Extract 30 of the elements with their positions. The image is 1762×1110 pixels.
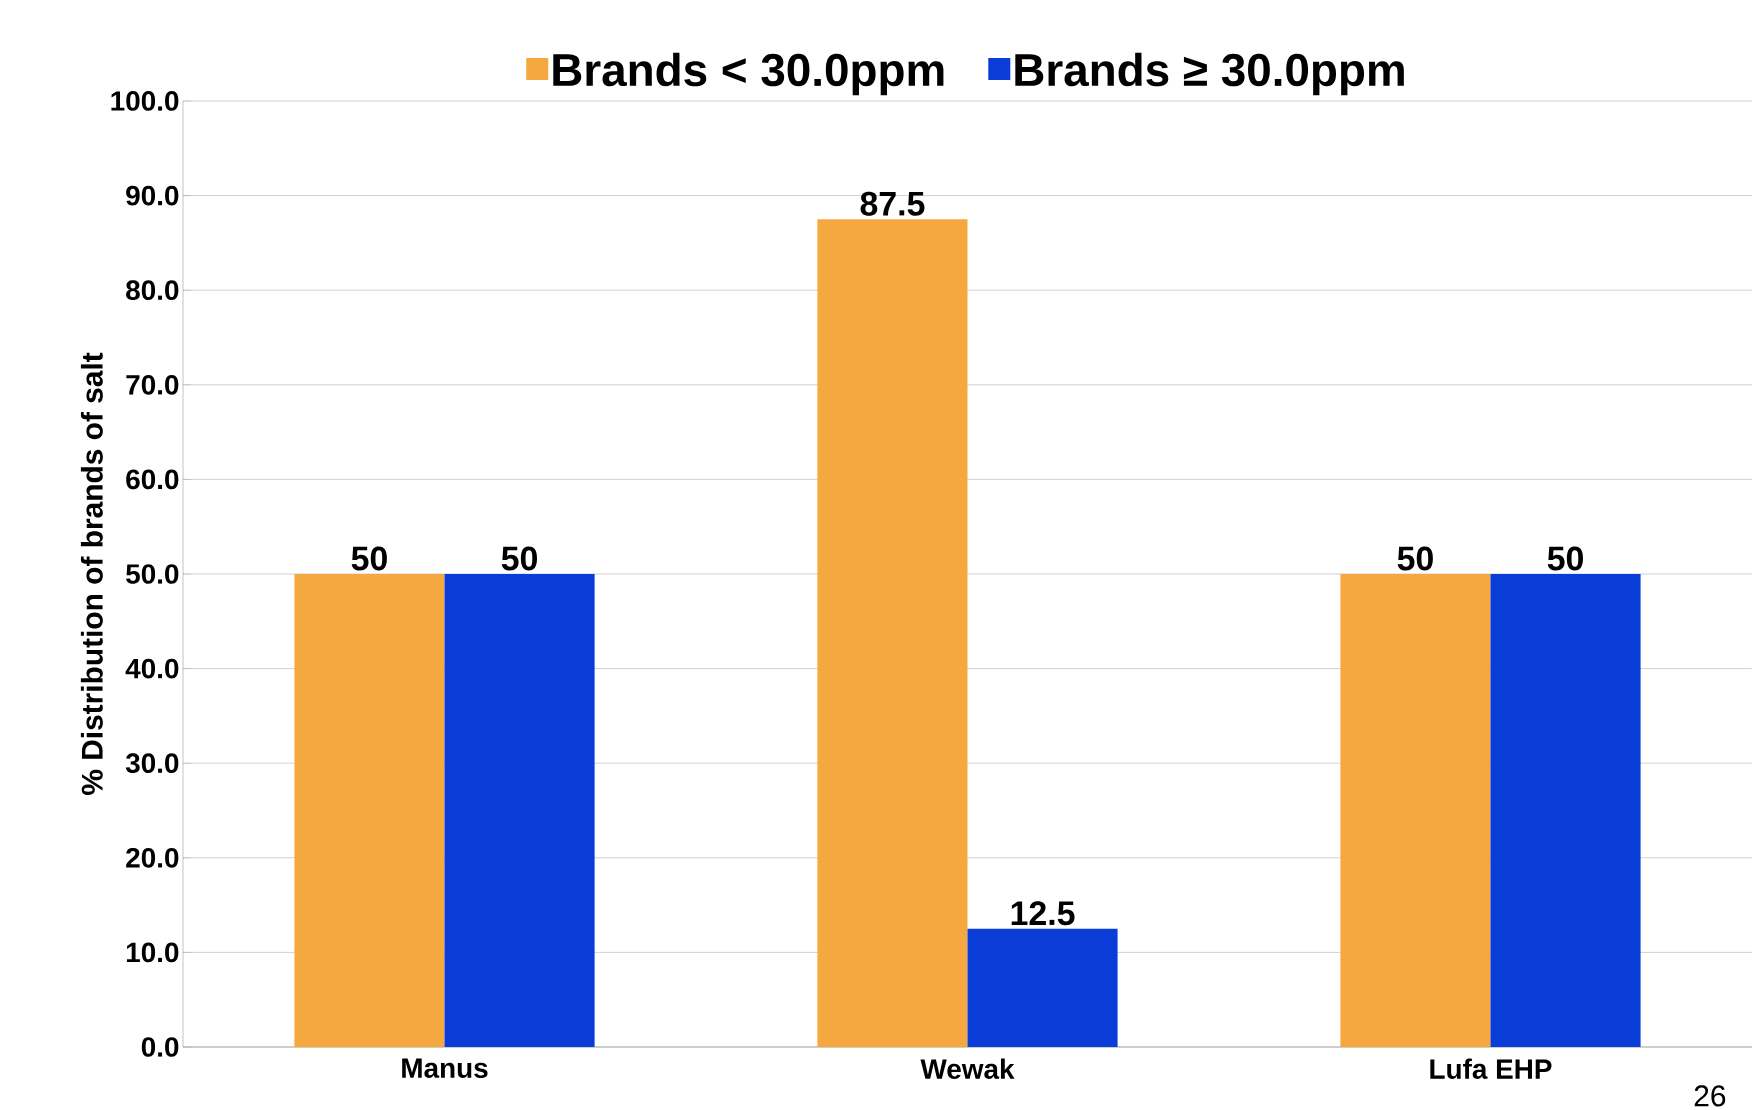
x-tick-label: Manus bbox=[402, 1058, 488, 1078]
legend-label: Brands ≥ 30.0ppm bbox=[1015, 52, 1404, 96]
y-tick-label: 40.0 bbox=[125, 658, 179, 679]
bar bbox=[444, 574, 595, 1047]
y-tick-label: 50.0 bbox=[126, 564, 179, 584]
bar bbox=[817, 219, 968, 1047]
bar bbox=[967, 928, 1118, 1047]
y-tick-label: 70.0 bbox=[126, 374, 179, 395]
bar bbox=[1340, 574, 1491, 1047]
data-label: 87.5 bbox=[860, 191, 925, 216]
y-tick-label: 20.0 bbox=[126, 847, 179, 868]
y-tick-label: 0.0 bbox=[141, 1037, 179, 1057]
data-label: 50 bbox=[1547, 546, 1583, 571]
data-label: 50 bbox=[351, 546, 387, 571]
x-tick-label: Wewak bbox=[920, 1058, 1015, 1079]
data-label: 50 bbox=[1397, 546, 1433, 571]
text: 26 bbox=[1694, 1085, 1726, 1107]
legend-label: Brands < 30.0ppm bbox=[553, 52, 944, 96]
x-tick-label: Lufa EHP bbox=[1430, 1058, 1552, 1079]
y-tick-label: 100.0 bbox=[111, 91, 179, 111]
y-tick-label: 60.0 bbox=[126, 469, 179, 490]
data-label: 50 bbox=[501, 546, 537, 571]
y-tick-label: 90.0 bbox=[126, 185, 179, 206]
y-tick-label: 80.0 bbox=[126, 280, 179, 301]
y-tick-label: 10.0 bbox=[126, 942, 179, 963]
y-axis-title: % Distribution of brands of salt bbox=[80, 352, 103, 795]
bar bbox=[294, 574, 445, 1047]
bar bbox=[1490, 574, 1641, 1047]
y-tick-label: 30.0 bbox=[125, 753, 179, 774]
data-label: 12.5 bbox=[1011, 901, 1075, 926]
